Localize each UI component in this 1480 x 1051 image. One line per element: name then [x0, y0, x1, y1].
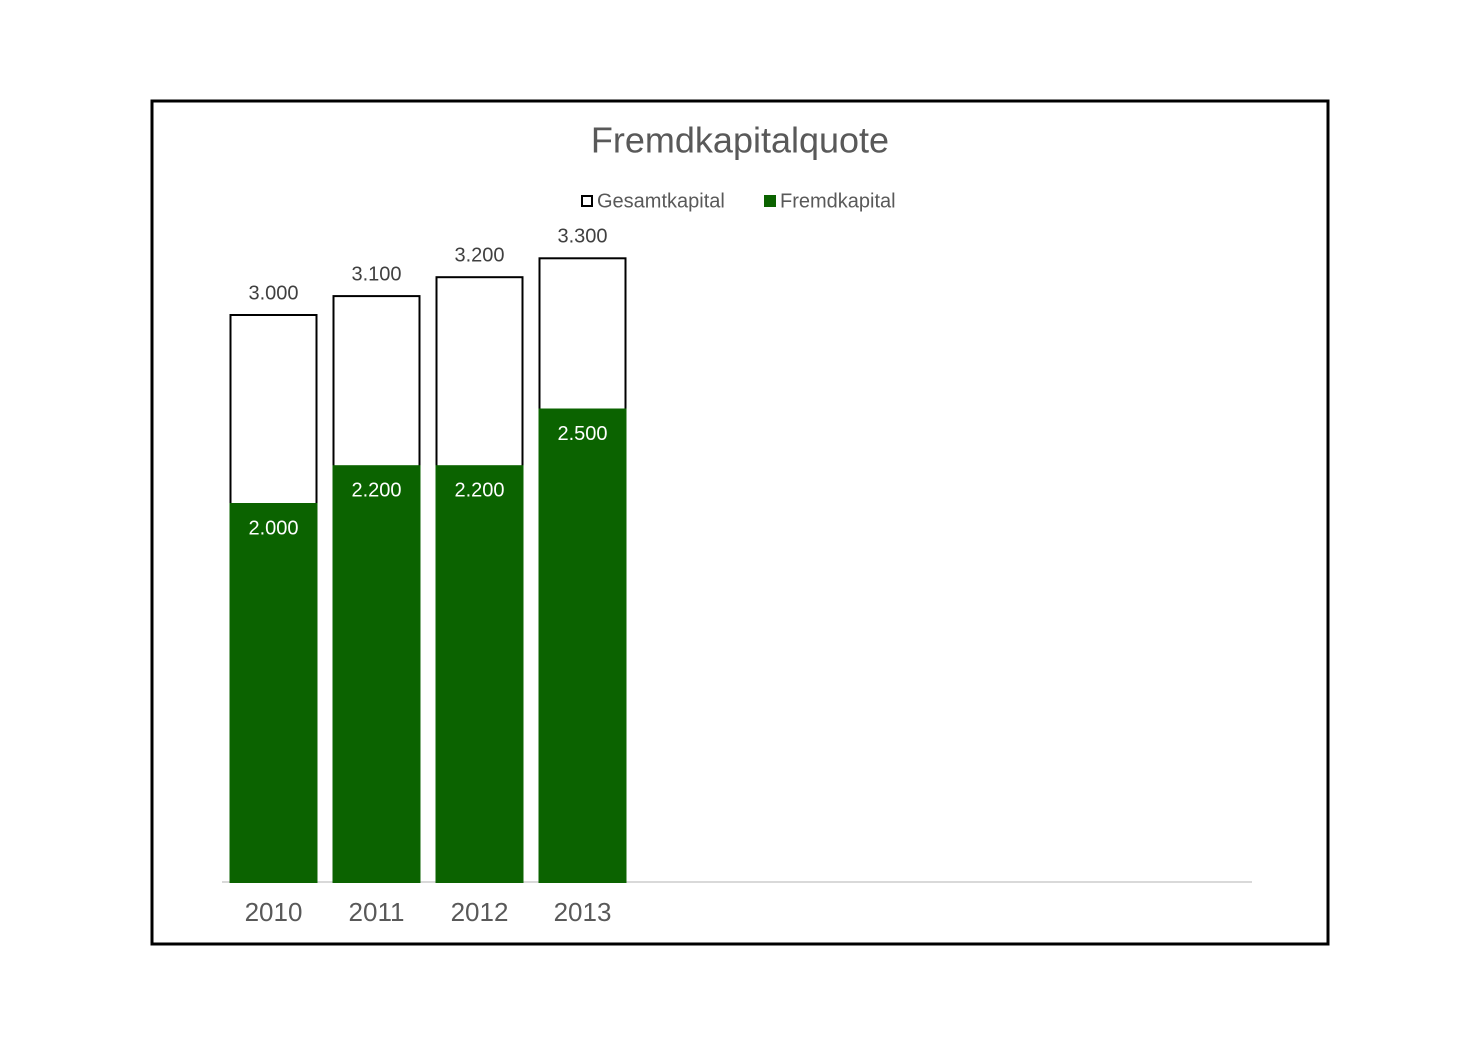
x-tick-label: 2011: [349, 897, 405, 927]
data-label: 2.200: [454, 479, 504, 501]
data-label: 3.000: [248, 282, 298, 304]
bar: [229, 503, 318, 883]
bar: [332, 465, 421, 883]
bar: [435, 465, 524, 883]
data-label: 3.200: [454, 244, 504, 266]
legend-swatch: [764, 195, 776, 207]
data-label: 3.300: [557, 226, 607, 248]
chart-frame: [150, 99, 1330, 946]
data-label: 3.100: [351, 263, 401, 285]
x-tick-label: 2013: [554, 897, 612, 927]
legend-label: Gesamtkapital: [597, 190, 725, 212]
data-label: 2.500: [557, 423, 607, 445]
bar: [538, 408, 627, 883]
data-label: 2.200: [351, 479, 401, 501]
legend-swatch: [581, 195, 593, 207]
legend-label: Fremdkapital: [780, 190, 896, 212]
data-label: 2.000: [248, 517, 298, 539]
chart-title: Fremdkapitalquote: [591, 120, 889, 161]
x-tick-label: 2012: [451, 897, 509, 927]
x-tick-label: 2010: [245, 897, 303, 927]
